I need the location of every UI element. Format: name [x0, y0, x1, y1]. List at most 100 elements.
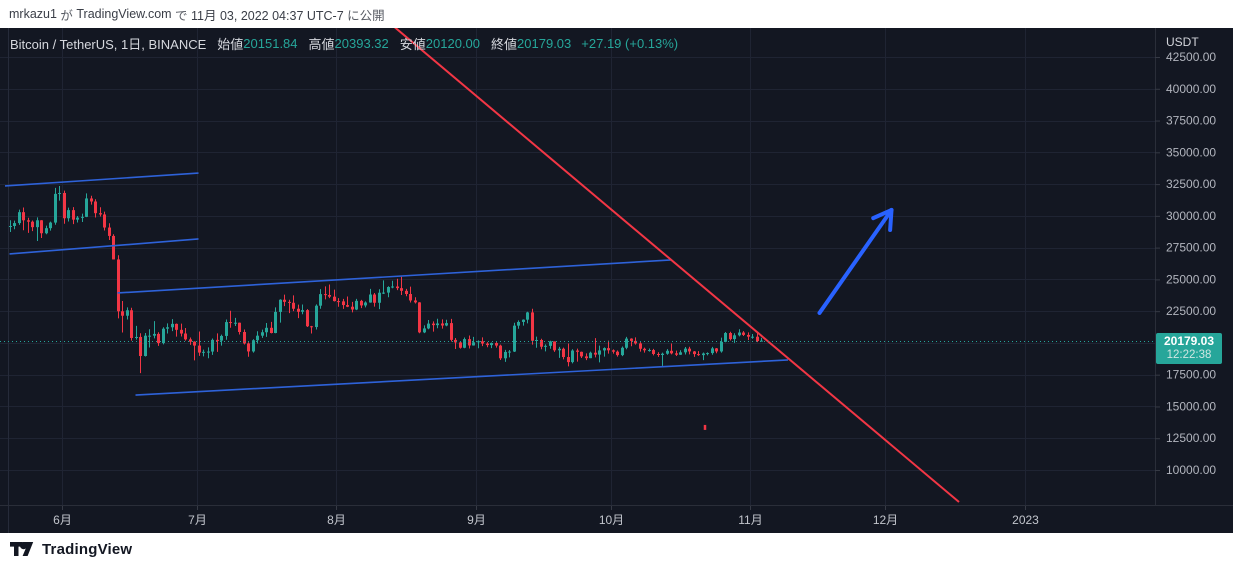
candle-body [531, 312, 534, 341]
time-axis-label[interactable]: 7月 [188, 513, 207, 527]
candle-body [67, 210, 70, 219]
candle-body [445, 323, 448, 326]
candle-body [193, 341, 196, 346]
price-axis-label[interactable]: 27500.00 [1166, 241, 1216, 255]
candle-body [243, 331, 246, 344]
candle-body [684, 348, 687, 353]
price-axis-label[interactable]: 25000.00 [1166, 272, 1216, 286]
candle-body [517, 321, 520, 326]
channel-trendline[interactable] [117, 259, 672, 294]
bullish-arrow[interactable] [817, 208, 894, 315]
time-axis-label[interactable]: 10月 [599, 513, 624, 527]
candle-body [702, 353, 705, 356]
candle-body [364, 302, 367, 306]
candle-body [544, 345, 547, 347]
candle-body [630, 338, 633, 341]
tradingview-brand-text[interactable]: TradingView [42, 540, 133, 558]
candle-body [270, 327, 273, 334]
time-axis-label[interactable]: 2023 [1012, 513, 1039, 527]
candle-body [184, 333, 187, 340]
candle-body [351, 306, 354, 310]
candle-body [130, 310, 133, 338]
price-axis-label[interactable]: 15000.00 [1166, 399, 1216, 413]
publish-site-link[interactable]: TradingView.com [76, 7, 172, 21]
candle-body [54, 193, 57, 223]
candle-body [301, 310, 304, 312]
candle-body [13, 223, 16, 227]
channel-trendline[interactable] [4, 172, 199, 187]
candle-body [679, 352, 682, 355]
last-price-value: 20179.03 [1163, 334, 1215, 348]
tradingview-logo-icon[interactable] [10, 541, 34, 557]
time-axis-label[interactable]: 8月 [327, 513, 346, 527]
open-label: 始値 [217, 37, 244, 52]
candle-body [648, 350, 651, 352]
price-axis-label[interactable]: 35000.00 [1166, 145, 1216, 159]
candle-body [225, 322, 228, 336]
time-axis-label[interactable]: 6月 [53, 513, 72, 527]
high-label: 高値 [308, 37, 335, 52]
price-axis-label[interactable]: 32500.00 [1166, 177, 1216, 191]
price-axis-label[interactable]: 12500.00 [1166, 431, 1216, 445]
candle-body [81, 216, 84, 218]
candle-body [747, 334, 750, 337]
candle-body [180, 329, 183, 334]
candle-body [468, 339, 471, 346]
time-axis-label[interactable]: 9月 [467, 513, 486, 527]
candle-body [72, 210, 75, 220]
price-axis-label[interactable]: 10000.00 [1166, 463, 1216, 477]
candle-body [495, 343, 498, 346]
candle-body [202, 351, 205, 353]
price-axis-label[interactable]: 37500.00 [1166, 114, 1216, 128]
price-axis-label[interactable]: 30000.00 [1166, 209, 1216, 223]
symbol-title[interactable]: Bitcoin / TetherUS, 1日, BINANCE [10, 37, 207, 52]
time-axis-label[interactable]: 12月 [873, 513, 898, 527]
candle-body [148, 335, 151, 337]
price-axis-label[interactable]: 22500.00 [1166, 304, 1216, 318]
candle-body [157, 333, 160, 344]
candle-body [279, 299, 282, 312]
publish-user[interactable]: mrkazu1 [9, 7, 57, 21]
candle-body [310, 326, 313, 328]
candle-body [238, 322, 241, 332]
publish-particle: で [171, 8, 192, 23]
candle-body [171, 323, 174, 328]
candle-body [391, 286, 394, 288]
candle-body [693, 351, 696, 355]
candle-body [292, 302, 295, 309]
time-axis-label[interactable]: 11月 [738, 513, 762, 527]
candle-body [567, 357, 570, 363]
candle-body [504, 351, 507, 359]
candle-body [121, 311, 124, 316]
candle-body [594, 352, 597, 355]
candle-body [342, 301, 345, 306]
downtrend-line[interactable] [392, 28, 960, 503]
candle-body [207, 351, 210, 353]
candle-body [252, 340, 255, 352]
candle-body [409, 293, 412, 301]
candle-body [378, 292, 381, 303]
high-value: 20393.32 [334, 36, 389, 51]
chart-legend[interactable]: Bitcoin / TetherUS, 1日, BINANCE 始値 20151.8… [10, 34, 678, 53]
axis-currency-label: USDT [1166, 35, 1199, 49]
price-axis-label[interactable]: 17500.00 [1166, 368, 1216, 382]
price-axis-label[interactable]: 40000.00 [1166, 82, 1216, 96]
price-chart-canvas[interactable]: 6月 7月 8月 9月 10月 11月 12月 2023 42500.00 40000.00 375… [0, 28, 1233, 533]
candle-body [22, 212, 25, 221]
price-axis-label[interactable]: 42500.00 [1166, 50, 1216, 64]
channel-trendline[interactable] [135, 359, 789, 396]
candle-body [189, 339, 192, 342]
channel-trendline[interactable] [9, 238, 199, 255]
low-value: 20120.00 [425, 36, 481, 51]
candle-body [724, 333, 727, 342]
candle-body [99, 213, 102, 215]
candle-body [256, 335, 259, 341]
candle-body [103, 214, 106, 228]
candle-body [639, 343, 642, 349]
candle-body [697, 354, 700, 356]
candle-body [760, 340, 763, 342]
candle-body [720, 341, 723, 352]
candle-body [126, 310, 129, 316]
red-mark[interactable] [703, 424, 707, 430]
chart-area[interactable]: 6月 7月 8月 9月 10月 11月 12月 2023 42500.00 40000.00 375… [0, 28, 1233, 533]
